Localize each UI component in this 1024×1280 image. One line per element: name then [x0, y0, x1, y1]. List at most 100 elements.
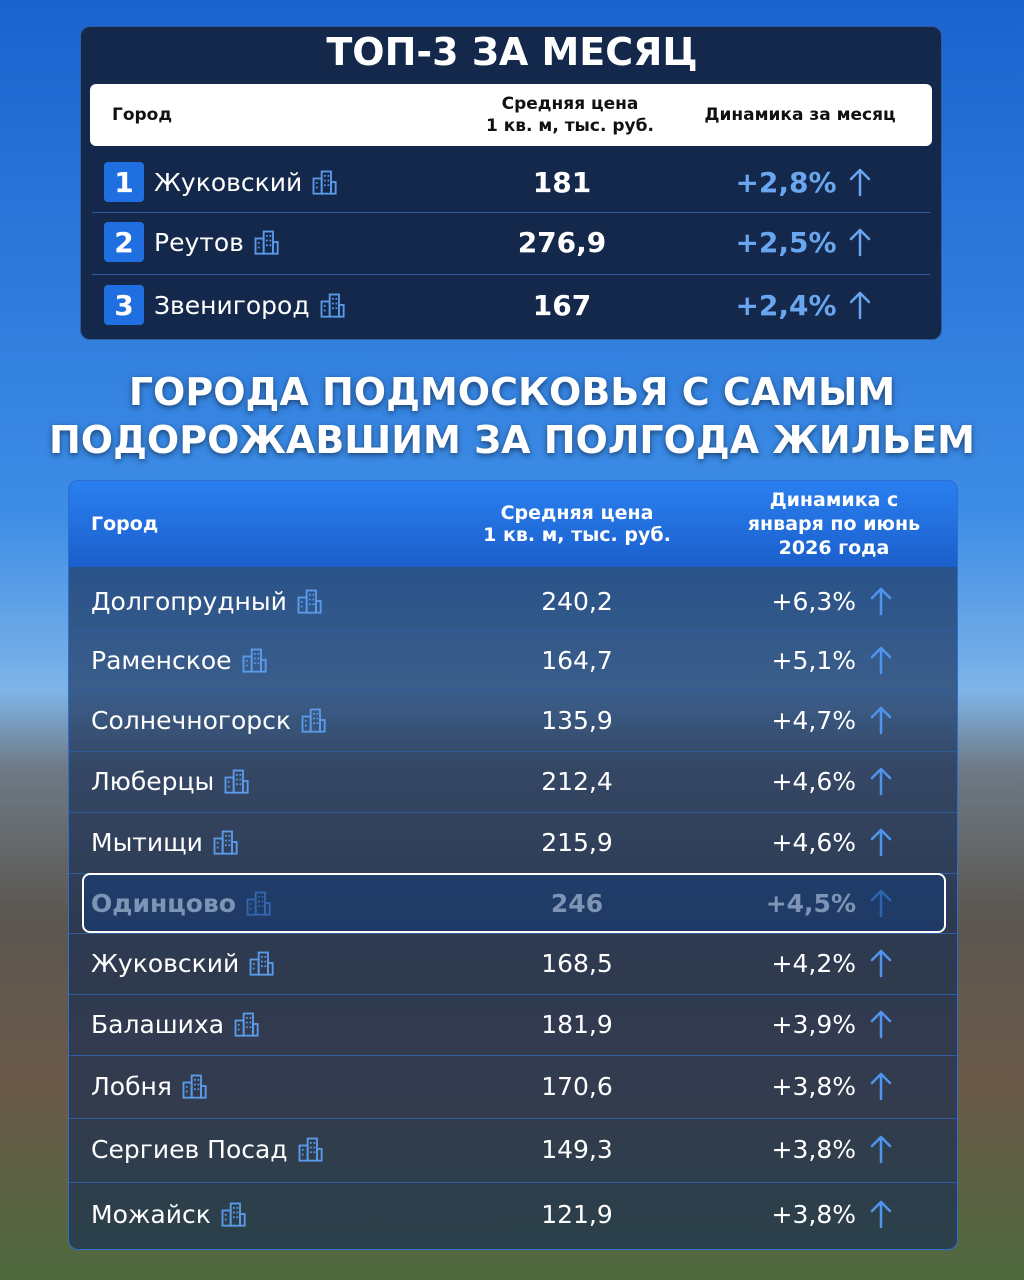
city-name: Сергиев Посад	[91, 1134, 288, 1164]
building-icon	[249, 951, 274, 976]
header-text: 1 кв. м, тыс. руб.	[486, 116, 654, 136]
change: +2,8%	[735, 165, 837, 199]
header-text: Город	[91, 513, 159, 535]
up-arrow	[849, 228, 871, 257]
row-separator	[69, 630, 957, 632]
change: +4,6%	[771, 766, 856, 796]
main-table: Город Средняя цена 1 кв. м, тыс. руб. Динам…	[68, 480, 958, 1250]
up-arrow	[870, 646, 892, 675]
up-arrow	[870, 587, 892, 616]
header-cell: Средняя цена 1 кв. м, тыс. руб.	[477, 481, 677, 567]
city-cell: Сергиев Посад	[91, 1121, 324, 1177]
row-separator	[69, 1055, 957, 1056]
building-icon	[298, 1137, 323, 1162]
city-name: Мытищи	[91, 827, 203, 857]
main-title-line: ПОДОРОЖАВШИМ ЗА ПОЛГОДА ЖИЛЬЕМ	[48, 418, 975, 462]
building-icon	[242, 648, 267, 673]
header-cell: Город	[91, 481, 158, 567]
up-arrow	[870, 767, 892, 796]
main-header: Город Средняя цена 1 кв. м, тыс. руб. Динам…	[69, 481, 957, 567]
city-name: Жуковский	[154, 167, 303, 197]
header-text: 2026 года	[778, 537, 890, 559]
up-arrow	[870, 1135, 892, 1164]
city-name: Можайск	[91, 1199, 211, 1229]
price: 276,9	[517, 225, 607, 259]
city-name: Лобня	[91, 1071, 172, 1101]
city-cell: Можайск	[91, 1186, 247, 1242]
top3-header: Город Средняя цена 1 кв. м, тыс. руб. Динам…	[90, 84, 932, 146]
top3-title: ТОП-3 ЗА МЕСЯЦ	[326, 30, 698, 74]
price: 215,9	[541, 827, 613, 857]
city-cell: Люберцы	[91, 753, 250, 809]
highlight-box	[82, 873, 946, 933]
header-text: Динамика за месяц	[704, 105, 896, 125]
row-separator	[69, 1181, 957, 1183]
row-separator	[69, 690, 957, 691]
rank-badge: 3	[104, 285, 144, 325]
city-cell: Солнечногорск	[91, 692, 327, 748]
up-arrow	[870, 949, 892, 978]
up-arrow	[870, 1200, 892, 1229]
header-cell: Динамика с января по июнь 2026 года	[719, 481, 949, 567]
header-cell: Город	[112, 84, 172, 146]
price: 168,5	[541, 948, 613, 978]
header-text: Динамика с	[769, 489, 899, 511]
price: 167	[532, 288, 592, 322]
change: +3,8%	[771, 1134, 856, 1164]
price: 170,6	[541, 1071, 613, 1101]
up-arrow	[870, 706, 892, 735]
header-text: января по июнь	[747, 513, 921, 535]
header-text: Средняя цена	[500, 502, 654, 524]
row-separator	[69, 933, 957, 934]
top3-city-cell: 3 Звенигород	[104, 277, 346, 333]
change: +3,8%	[771, 1199, 856, 1229]
top3-city-cell: 2 Реутов	[104, 214, 280, 270]
building-icon	[312, 170, 337, 195]
price: 135,9	[541, 705, 613, 735]
change: +4,6%	[771, 827, 856, 857]
change: +2,5%	[735, 225, 837, 259]
up-arrow	[849, 291, 871, 320]
header-text: 1 кв. м, тыс. руб.	[483, 524, 671, 546]
row-separator	[69, 993, 957, 995]
top3-city-cell: 1 Жуковский	[104, 154, 338, 210]
change: +4,7%	[771, 705, 856, 735]
up-arrow	[870, 1010, 892, 1039]
main-title-line: ГОРОДА ПОДМОСКОВЬЯ С САМЫМ	[128, 370, 896, 414]
change: +4,2%	[771, 948, 856, 978]
price: 240,2	[541, 586, 613, 616]
price: 181,9	[541, 1009, 613, 1039]
up-arrow	[849, 168, 871, 197]
change: +3,9%	[771, 1009, 856, 1039]
price: 181	[532, 165, 592, 199]
city-name: Раменское	[91, 645, 232, 675]
city-name: Звенигород	[154, 290, 310, 320]
building-icon	[297, 589, 322, 614]
city-cell: Мытищи	[91, 814, 239, 870]
city-cell: Балашиха	[91, 996, 260, 1052]
city-name: Балашиха	[91, 1009, 225, 1039]
city-cell: Долгопрудный	[91, 573, 323, 629]
header-cell: Динамика за месяц	[690, 84, 910, 146]
change: +2,4%	[735, 288, 837, 322]
city-name: Жуковский	[91, 948, 240, 978]
row-separator	[69, 1117, 957, 1119]
row-separator	[92, 212, 930, 213]
change: +5,1%	[771, 645, 856, 675]
up-arrow	[870, 828, 892, 857]
change: +3,8%	[771, 1071, 856, 1101]
price: 121,9	[541, 1199, 613, 1229]
building-icon	[213, 830, 238, 855]
city-cell: Лобня	[91, 1058, 208, 1114]
building-icon	[301, 708, 326, 733]
building-icon	[182, 1074, 207, 1099]
city-name: Долгопрудный	[91, 586, 287, 616]
city-cell: Раменское	[91, 632, 268, 688]
building-icon	[320, 293, 345, 318]
rank-badge: 2	[104, 222, 144, 262]
top3-panel	[80, 26, 942, 340]
up-arrow	[870, 1072, 892, 1101]
building-icon	[234, 1012, 259, 1037]
city-cell: Жуковский	[91, 935, 275, 991]
